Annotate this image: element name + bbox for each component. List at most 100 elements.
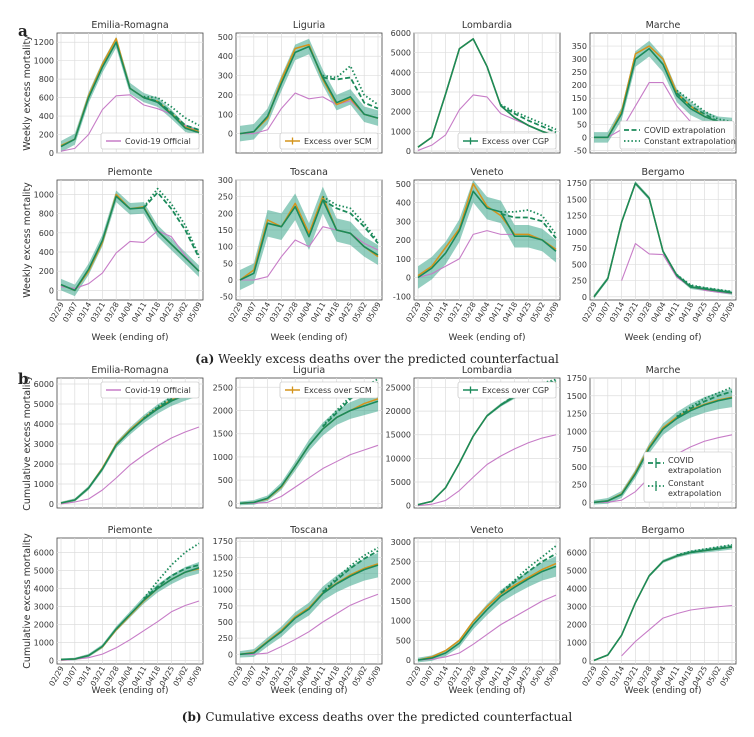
panel-cumulative-lombardia: 0 5000 10000 15000 20000 25000 Lombardia Excess…: [386, 365, 561, 511]
y-tick-label: 400: [396, 199, 411, 208]
y-tick-label: 1750: [213, 537, 233, 546]
series-scm: [417, 183, 557, 277]
y-tick-label: 0: [406, 502, 411, 511]
panel-weekly-bergamo: 0250500750100012501500175002/2903/0703/1…: [567, 167, 737, 343]
series-constant-extrapolation: [143, 95, 200, 127]
y-tick-label: 6000: [391, 29, 411, 38]
x-tick-label: 05/09: [718, 300, 737, 323]
series-official: [417, 594, 557, 661]
y-tick-label: 3000: [34, 440, 54, 449]
y-tick-label: 4000: [34, 420, 54, 429]
y-tick-label: 1250: [567, 410, 587, 419]
panel-title: Bergamo: [641, 525, 684, 536]
series-group: [60, 36, 200, 153]
y-tick-label: 100: [396, 255, 411, 264]
y-tick-label: 200: [396, 236, 411, 245]
series-constant-extrapolation: [500, 103, 557, 131]
legend-box: [643, 451, 733, 503]
panel-title: Veneto: [470, 525, 503, 536]
y-tick-label: -100: [393, 292, 411, 301]
y-tick-label: 1000: [213, 453, 233, 462]
y-tick-label: 1500: [213, 553, 233, 562]
y-tick-label: 0: [49, 500, 54, 509]
y-tick-label: 300: [572, 55, 587, 64]
y-tick-label: 2000: [391, 108, 411, 117]
y-tick-label: 3000: [391, 538, 411, 547]
y-tick-label: 100: [572, 107, 587, 116]
panel-cumulative-liguria: 0 500 1000 1500 2000 2500 Liguria Excess over S…: [213, 365, 383, 509]
y-tick-label: 5000: [34, 566, 54, 575]
y-tick-label: 500: [218, 476, 233, 485]
legend-label: Covid-19 Official: [125, 137, 191, 146]
cgp-confidence-band: [418, 37, 556, 149]
legend-label: Excess over CGP: [482, 386, 549, 395]
series-scm: [417, 562, 557, 661]
series-official: [60, 426, 200, 505]
panel-title: Emilia-Romagna: [91, 365, 168, 376]
y-tick-label: 200: [39, 267, 54, 276]
y-tick-label: 1250: [213, 570, 233, 579]
legend-label-covid: COVID extrapolation: [644, 126, 726, 135]
series-covid-extrapolation: [322, 550, 379, 593]
y-tick-label: 1500: [391, 597, 411, 606]
legend-box: [457, 381, 557, 399]
panel-weekly-emilia-romagna: 0 200 400 600 800 1000 1200 Emilia-Romagna Covid…: [34, 20, 204, 158]
panel-weekly-lombardia: 0 1000 2000 3000 4000 5000 6000 Lombardia Excess…: [391, 20, 561, 156]
y-tick-label: 400: [218, 52, 233, 61]
y-tick-label: 4000: [34, 584, 54, 593]
legend-weekly-liguria: Excess over SCM: [279, 132, 379, 150]
legend-box: [279, 132, 379, 150]
y-tick-label: 500: [396, 636, 411, 645]
legend-label-covid-2: extrapolation: [668, 466, 721, 475]
y-tick-label: 6000: [34, 548, 54, 557]
series-group: [417, 37, 557, 151]
y-tick-label: 800: [39, 75, 54, 84]
series-cgp: [417, 190, 557, 279]
series-covid-extrapolation: [322, 199, 379, 244]
panel-title: Marche: [646, 20, 681, 31]
panel-title: Lombardia: [462, 20, 512, 31]
y-tick-label: 2500: [391, 558, 411, 567]
caption-a: (a) Weekly excess deaths over the predic…: [0, 352, 754, 366]
x-tick-label: 05/09: [364, 300, 383, 323]
y-tick-label: 0: [228, 130, 233, 139]
series-cgp: [60, 41, 200, 148]
series-group: [417, 180, 557, 289]
y-tick-label: 3000: [567, 602, 587, 611]
legend-weekly-emilia-romagna: Covid-19 Official: [100, 132, 200, 150]
panel-title: Piemonte: [108, 167, 153, 178]
y-tick-label: 750: [572, 445, 587, 454]
series-official: [417, 434, 557, 507]
y-tick-label: 4000: [567, 584, 587, 593]
x-tick-label: 05/09: [185, 664, 204, 687]
y-tick-label: 1750: [567, 179, 587, 188]
y-tick-label: 1000: [34, 57, 54, 66]
y-tick-label: 2000: [213, 407, 233, 416]
y-tick-label: 5000: [391, 478, 411, 487]
y-tick-label: 150: [218, 226, 233, 235]
x-axis-label: Week (ending of): [625, 686, 702, 696]
y-tick-label: 300: [218, 72, 233, 81]
y-tick-label: 200: [39, 131, 54, 140]
y-tick-label: 1750: [567, 374, 587, 383]
legend-label: Excess over SCM: [304, 137, 372, 146]
y-tick-label: 750: [572, 244, 587, 253]
series-cgp: [239, 199, 379, 281]
y-tick-label: 400: [39, 112, 54, 121]
y-tick-label: 1000: [213, 586, 233, 595]
series-cgp: [239, 564, 379, 656]
y-tick-label: 200: [218, 209, 233, 218]
cgp-confidence-band: [240, 391, 378, 506]
cgp-confidence-band: [61, 561, 199, 661]
y-tick-label: 2000: [34, 620, 54, 629]
legend-box: [100, 132, 200, 150]
panel-title: Toscana: [289, 167, 328, 178]
legend-label-covid-1: COVID: [668, 456, 694, 465]
y-tick-label: 5000: [34, 400, 54, 409]
legend-label-constant-2: extrapolation: [668, 489, 721, 498]
caption-a-text: Weekly excess deaths over the predicted …: [218, 352, 559, 366]
y-tick-label: 600: [39, 94, 54, 103]
series-covid-extrapolation: [676, 390, 733, 418]
series-group: [239, 546, 379, 658]
series-group: [60, 542, 200, 661]
